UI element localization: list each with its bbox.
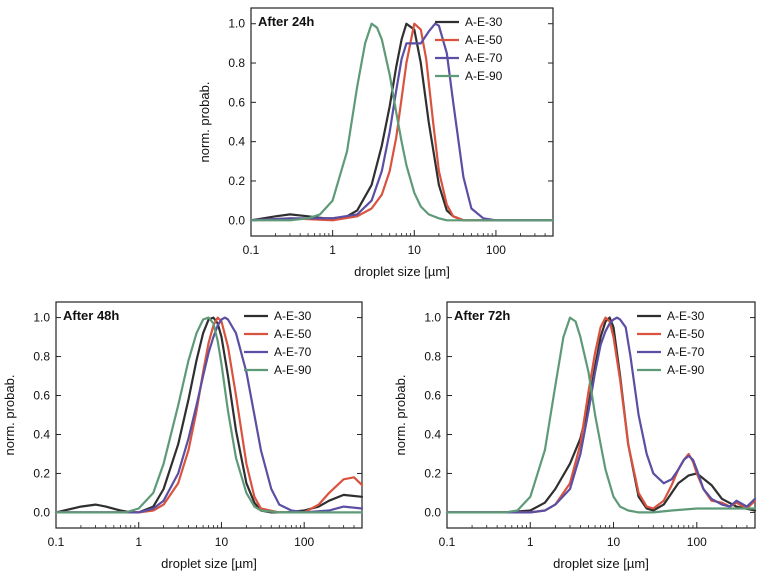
legend-label: A-E-30 [274,309,312,323]
x-tick-label: 0.1 [48,535,65,549]
series-line [54,316,364,514]
y-tick-label: 1.0 [33,311,50,325]
legend-label: A-E-50 [465,33,503,47]
legend-label: A-E-30 [465,15,503,29]
y-tick-label: 0.4 [424,427,441,441]
y-tick-label: 1.0 [228,17,245,31]
legend-label: A-E-50 [667,327,705,341]
x-tick-label: 0.1 [439,535,456,549]
y-tick-label: 0.4 [228,135,245,149]
panel-title: After 72h [454,308,510,323]
series-line [249,22,555,222]
panel-title: After 48h [63,308,119,323]
legend-label: A-E-70 [274,345,312,359]
y-tick-label: 0.6 [33,389,50,403]
x-tick-label: 10 [408,243,422,257]
y-tick-label: 0.0 [424,505,441,519]
series-line [249,22,555,222]
y-axis-label: norm. probab. [2,375,17,456]
y-tick-label: 0.8 [228,56,245,70]
y-tick-label: 0.6 [228,95,245,109]
y-tick-label: 0.0 [33,505,50,519]
x-tick-label: 100 [687,535,707,549]
legend-label: A-E-30 [667,309,705,323]
y-tick-label: 0.0 [228,213,245,227]
y-tick-label: 0.2 [33,466,50,480]
panel-title: After 24h [258,14,314,29]
legend-label: A-E-90 [274,363,312,377]
legend-label: A-E-90 [465,69,503,83]
series-line [249,22,555,222]
legend-label: A-E-70 [667,345,705,359]
plot-frame [55,301,363,529]
legend-label: A-E-50 [274,327,312,341]
y-tick-label: 0.6 [424,389,441,403]
x-tick-label: 0.1 [243,243,260,257]
y-tick-label: 0.2 [424,466,441,480]
legend-label: A-E-70 [465,51,503,65]
series-line [445,316,757,514]
series-line [54,316,364,514]
series-line [445,316,757,514]
x-tick-label: 1 [329,243,336,257]
y-tick-label: 0.8 [33,350,50,364]
chart-panel: 0.1 1 10 100 0.0 0.2 0.4 0.6 0.8 1.0 droplet size … [197,7,555,279]
series-line [54,316,364,514]
x-tick-label: 10 [215,535,229,549]
x-tick-label: 1 [527,535,534,549]
x-tick-label: 10 [607,535,621,549]
series-line [54,316,364,514]
chart-panel: 0.1 1 10 100 0.0 0.2 0.4 0.6 0.8 1.0 droplet size … [393,301,757,571]
x-axis-label: droplet size [µm] [161,556,257,571]
series-line [249,22,555,222]
legend-label: A-E-90 [667,363,705,377]
chart-panel: 0.1 1 10 100 0.0 0.2 0.4 0.6 0.8 1.0 droplet size … [2,301,364,571]
x-axis-label: droplet size [µm] [354,264,450,279]
x-tick-label: 100 [294,535,314,549]
y-axis-label: norm. probab. [197,82,212,163]
x-tick-label: 100 [486,243,506,257]
y-tick-label: 0.2 [228,174,245,188]
y-tick-label: 0.4 [33,427,50,441]
y-tick-label: 1.0 [424,311,441,325]
y-axis-label: norm. probab. [393,375,408,456]
x-tick-label: 1 [135,535,142,549]
x-axis-label: droplet size [µm] [553,556,649,571]
y-tick-label: 0.8 [424,350,441,364]
